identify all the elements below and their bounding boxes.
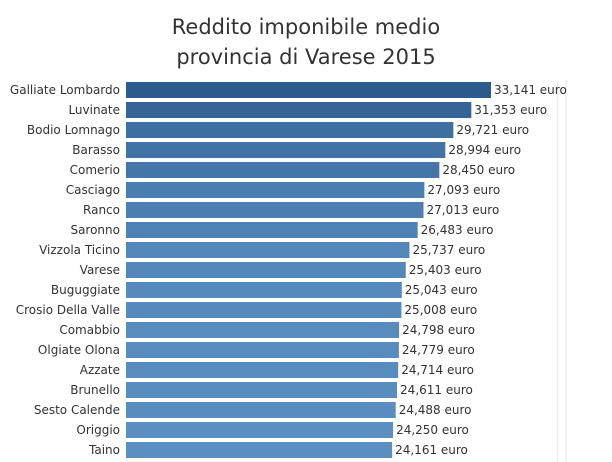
labels: Galliate Lombardo 33,141 euro Luvinate 31,3… [10,83,567,457]
bar [126,342,399,358]
value-label: 27,093 euro [427,183,500,197]
value-label: 24,250 euro [396,423,469,437]
bar [126,262,406,278]
value-label: 25,008 euro [404,303,477,317]
category-label: Varese [80,263,120,277]
value-label: 24,488 euro [399,403,472,417]
category-label: Barasso [72,143,120,157]
value-label: 28,994 euro [448,143,521,157]
bar [126,202,424,218]
bar [126,442,393,458]
category-label: Ranco [83,203,120,217]
category-label: Taino [88,443,120,457]
bar [126,82,491,98]
bar [126,322,400,338]
bar [126,302,402,318]
gridlines [557,80,567,462]
value-label: 25,403 euro [409,263,482,277]
bar [126,242,410,258]
bar [126,282,402,298]
category-label: Origgio [76,423,120,437]
bar [126,162,440,178]
category-label: Olgiate Olona [38,343,120,357]
category-label: Bodio Lomnago [27,123,120,137]
category-label: Brunello [70,383,120,397]
bar [126,182,425,198]
value-label: 26,483 euro [421,223,494,237]
bar [126,362,399,378]
chart-title-line1: Reddito imponibile medio [171,15,441,39]
bar [126,122,454,138]
value-label: 29,721 euro [456,123,529,137]
bar [126,402,396,418]
category-label: Galliate Lombardo [10,83,120,97]
value-label: 24,611 euro [400,383,473,397]
value-label: 25,737 euro [412,243,485,257]
category-label: Buguggiate [51,283,120,297]
category-label: Comabbio [59,323,120,337]
category-label: Luvinate [68,103,120,117]
value-label: 31,353 euro [474,103,547,117]
category-label: Vizzola Ticino [39,243,120,257]
category-label: Sesto Calende [34,403,120,417]
chart-title: Reddito imponibile medio provincia di Va… [0,12,612,72]
value-label: 33,141 euro [494,83,567,97]
value-label: 27,013 euro [427,203,500,217]
bar [126,422,394,438]
value-label: 28,450 euro [442,163,515,177]
category-label: Azzate [80,363,120,377]
value-label: 25,043 euro [405,283,478,297]
category-label: Casciago [66,183,120,197]
bars [126,82,491,458]
category-label: Comerio [70,163,120,177]
value-label: 24,798 euro [402,323,475,337]
value-label: 24,714 euro [401,363,474,377]
bar [126,102,472,118]
category-label: Crosio Della Valle [16,303,120,317]
bar [126,222,418,238]
value-label: 24,779 euro [402,343,475,357]
category-label: Saronno [70,223,120,237]
bar [126,382,398,398]
value-label: 24,161 euro [395,443,468,457]
bar [126,142,446,158]
chart-title-line2: provincia di Varese 2015 [176,45,436,69]
